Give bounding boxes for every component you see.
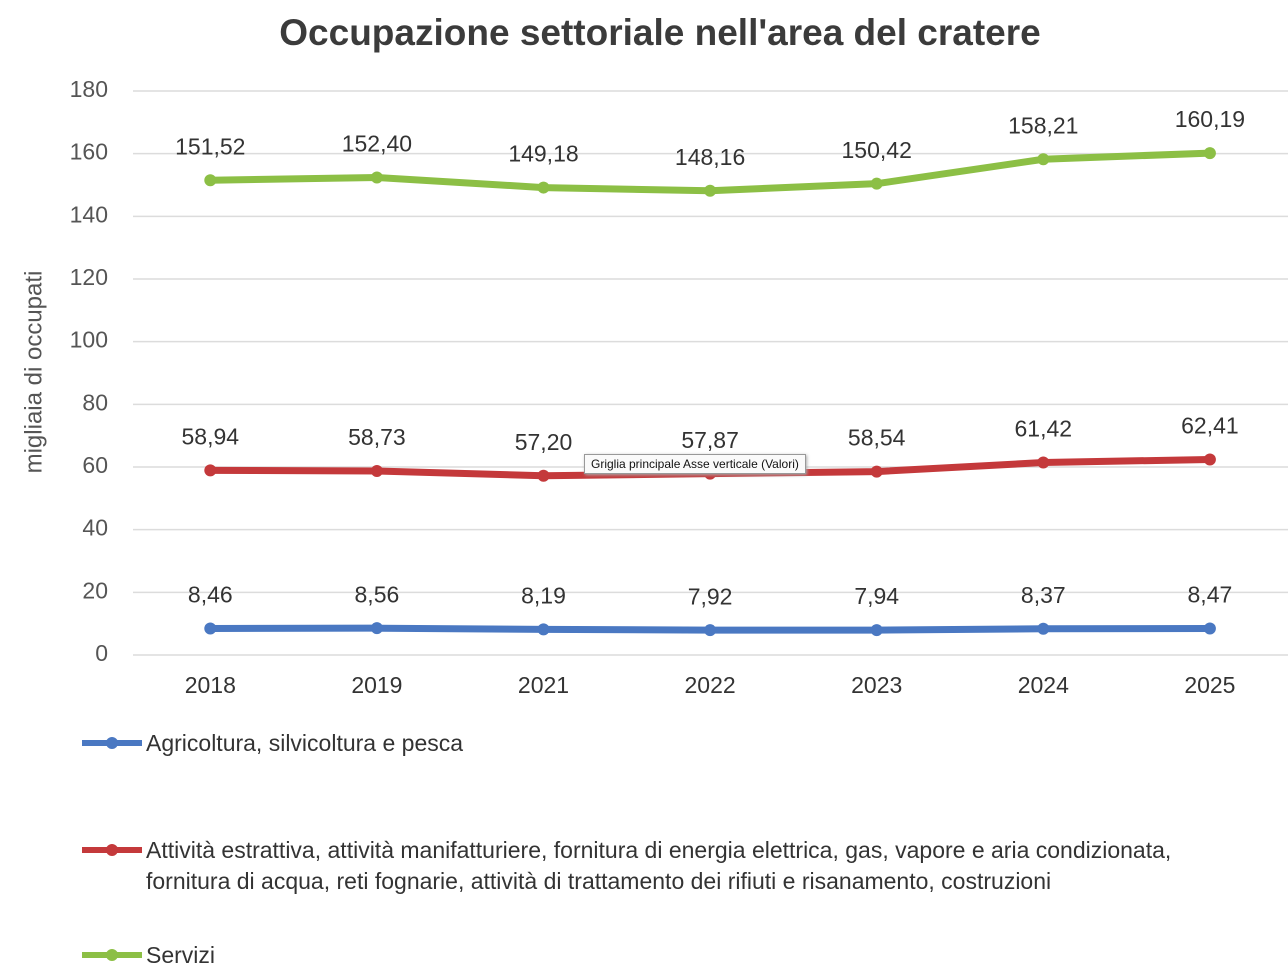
- data-label: 7,92: [688, 583, 733, 609]
- data-point: [204, 464, 217, 477]
- data-point: [204, 622, 217, 635]
- y-axis-label: migliaia di occupati: [20, 271, 47, 474]
- data-point: [1203, 622, 1216, 635]
- data-label: 61,42: [1015, 416, 1073, 442]
- y-tick-label: 160: [70, 139, 108, 165]
- data-point: [1203, 147, 1216, 160]
- chart-title: Occupazione settoriale nell'area del cra…: [279, 12, 1040, 53]
- data-label: 149,18: [508, 141, 578, 167]
- legend-label: Servizi: [146, 942, 216, 968]
- legend-item: Agricoltura, silvicoltura e pesca: [82, 728, 1262, 759]
- legend-icon: [82, 844, 142, 856]
- y-tick-label: 140: [70, 201, 108, 227]
- data-point: [704, 184, 717, 197]
- data-label: 151,52: [175, 133, 245, 159]
- chart: Occupazione settoriale nell'area del cra…: [20, 12, 1288, 698]
- data-label: 8,19: [521, 582, 566, 608]
- legend-label: Attività estrattiva, attività manifattur…: [146, 837, 1172, 894]
- legend-icon: [82, 949, 142, 961]
- data-label: 8,46: [188, 582, 233, 608]
- y-tick-label: 120: [70, 264, 108, 290]
- x-tick-label: 2024: [1018, 672, 1069, 698]
- data-label: 160,19: [1175, 106, 1245, 132]
- data-point: [537, 469, 550, 482]
- tooltip: Griglia principale Asse verticale (Valor…: [584, 454, 806, 474]
- data-point: [370, 464, 383, 477]
- data-label: 8,56: [355, 581, 400, 607]
- y-tick-label: 60: [82, 452, 108, 478]
- data-point: [870, 624, 883, 637]
- y-tick-label: 80: [82, 389, 108, 415]
- x-tick-label: 2019: [351, 672, 402, 698]
- data-point: [537, 181, 550, 194]
- y-tick-label: 0: [95, 640, 108, 666]
- legend-item: Servizi: [82, 940, 1262, 971]
- data-label: 57,20: [515, 429, 573, 455]
- x-tick-label: 2023: [851, 672, 902, 698]
- data-point: [1037, 153, 1050, 166]
- data-point: [1037, 622, 1050, 635]
- x-tick-label: 2021: [518, 672, 569, 698]
- x-tick-label: 2022: [685, 672, 736, 698]
- data-label: 148,16: [675, 144, 745, 170]
- legend-item: Attività estrattiva, attività manifattur…: [82, 835, 1262, 897]
- data-label: 7,94: [854, 583, 899, 609]
- data-point: [870, 465, 883, 478]
- y-tick-label: 40: [82, 515, 108, 541]
- x-tick-label: 2025: [1184, 672, 1235, 698]
- data-label: 58,94: [182, 423, 240, 449]
- data-point: [370, 622, 383, 635]
- y-tick-label: 20: [82, 577, 108, 603]
- data-label: 62,41: [1181, 413, 1239, 439]
- x-tick-label: 2018: [185, 672, 236, 698]
- data-label: 58,73: [348, 424, 406, 450]
- data-point: [537, 623, 550, 636]
- data-label: 8,47: [1188, 582, 1233, 608]
- data-label: 58,54: [848, 425, 906, 451]
- data-point: [1037, 456, 1050, 469]
- data-label: 150,42: [842, 137, 912, 163]
- data-label: 152,40: [342, 131, 412, 157]
- y-tick-label: 180: [70, 76, 108, 102]
- data-point: [870, 177, 883, 190]
- data-point: [204, 174, 217, 187]
- data-point: [1203, 453, 1216, 466]
- data-label: 8,37: [1021, 582, 1066, 608]
- y-tick-label: 100: [70, 327, 108, 353]
- data-label: 57,87: [681, 427, 739, 453]
- data-point: [370, 171, 383, 184]
- data-point: [704, 624, 717, 637]
- legend-icon: [82, 737, 142, 749]
- legend-label: Agricoltura, silvicoltura e pesca: [146, 730, 464, 756]
- data-label: 158,21: [1008, 112, 1078, 138]
